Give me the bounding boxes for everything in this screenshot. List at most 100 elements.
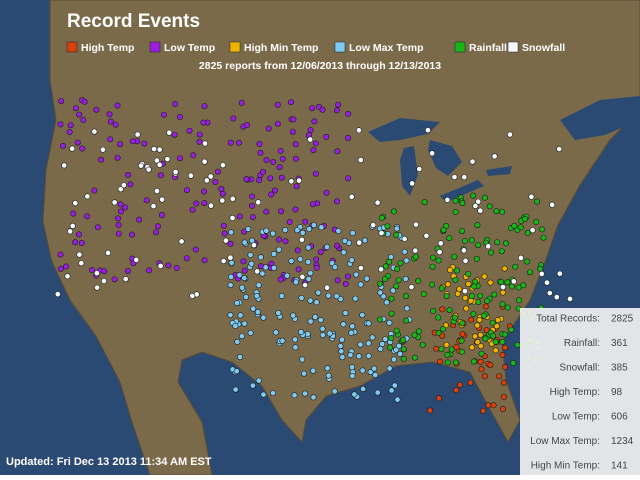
event-dot (556, 146, 563, 153)
event-dot (443, 293, 450, 300)
event-dot (117, 201, 124, 208)
event-dot (160, 111, 167, 118)
event-dot (117, 141, 124, 148)
event-dot (361, 237, 368, 244)
event-dot (387, 253, 394, 260)
event-dot (485, 243, 492, 250)
event-dot (235, 139, 242, 146)
event-dot (360, 385, 367, 392)
event-dot (66, 129, 73, 136)
legend-swatch (149, 41, 161, 53)
event-dot (201, 200, 208, 207)
event-dot (282, 238, 289, 245)
event-dot (101, 277, 108, 284)
event-dot (370, 222, 377, 229)
event-dot (278, 174, 285, 181)
event-dot (395, 342, 402, 349)
event-dot (105, 249, 112, 256)
event-dot (93, 270, 100, 277)
event-dot (493, 323, 500, 330)
stat-value: 141 (611, 461, 628, 472)
event-dot (487, 362, 494, 369)
event-dot (453, 343, 460, 350)
event-dot (319, 325, 326, 332)
event-dot (290, 312, 297, 319)
event-dot (129, 231, 136, 238)
event-dot (228, 229, 235, 236)
event-dot (236, 213, 243, 220)
event-dot (158, 212, 165, 219)
event-dot (74, 139, 81, 146)
event-dot (340, 321, 347, 328)
event-dot (292, 206, 299, 213)
event-dot (451, 314, 458, 321)
event-dot (349, 323, 356, 330)
event-dot (365, 352, 372, 359)
event-dot (424, 127, 431, 134)
event-dot (263, 208, 270, 215)
event-dot (502, 240, 509, 247)
event-dot (378, 266, 385, 273)
event-dot (319, 332, 326, 339)
event-dot (393, 265, 400, 272)
event-dot (390, 356, 397, 363)
event-dot (270, 159, 277, 166)
event-dot (397, 350, 404, 357)
stat-label: Low Temp: (552, 412, 600, 423)
event-dot (111, 199, 118, 206)
subtitle: 2825 reports from 12/06/2013 through 12/… (199, 60, 441, 72)
event-dot (409, 180, 416, 187)
stat-label: High Min Temp: (531, 461, 600, 472)
event-dot (302, 218, 309, 225)
event-dot (115, 215, 122, 222)
event-dot (278, 292, 285, 299)
event-dot (510, 359, 517, 366)
event-dot (482, 335, 489, 342)
event-dot (157, 262, 164, 269)
event-dot (232, 386, 239, 393)
event-dot (357, 157, 364, 164)
event-dot (335, 101, 342, 108)
event-dot (388, 334, 395, 341)
event-dot (240, 258, 247, 265)
event-dot (101, 268, 108, 275)
event-dot (468, 344, 475, 351)
legend-label: Rainfall (469, 42, 507, 54)
event-dot (263, 157, 270, 164)
event-dot (498, 248, 505, 255)
event-dot (470, 358, 477, 365)
event-dot (411, 332, 418, 339)
event-dot (345, 135, 352, 142)
event-dot (292, 279, 299, 286)
event-dot (286, 219, 293, 226)
event-dot (376, 280, 383, 287)
event-dot (401, 235, 408, 242)
event-dot (446, 307, 453, 314)
event-dot (539, 226, 546, 233)
event-dot (233, 368, 240, 375)
event-dot (348, 193, 355, 200)
event-dot (138, 162, 145, 169)
event-dot (115, 230, 122, 237)
event-dot (494, 317, 501, 324)
event-dot (230, 115, 237, 122)
event-dot (499, 338, 506, 345)
event-dot (114, 154, 121, 161)
event-dot (529, 227, 536, 234)
event-dot (412, 253, 419, 260)
event-dot (403, 305, 410, 312)
event-dot (566, 295, 573, 302)
event-dot (295, 266, 302, 273)
event-dot (357, 265, 364, 272)
event-dot (402, 293, 409, 300)
event-dot (107, 136, 114, 143)
event-dot (237, 312, 244, 319)
event-dot (282, 227, 289, 234)
event-dot (114, 102, 121, 109)
event-dot (202, 140, 209, 147)
event-dot (72, 200, 79, 207)
event-dot (520, 282, 527, 289)
event-dot (478, 366, 485, 373)
event-dot (249, 382, 256, 389)
event-dot (78, 240, 85, 247)
